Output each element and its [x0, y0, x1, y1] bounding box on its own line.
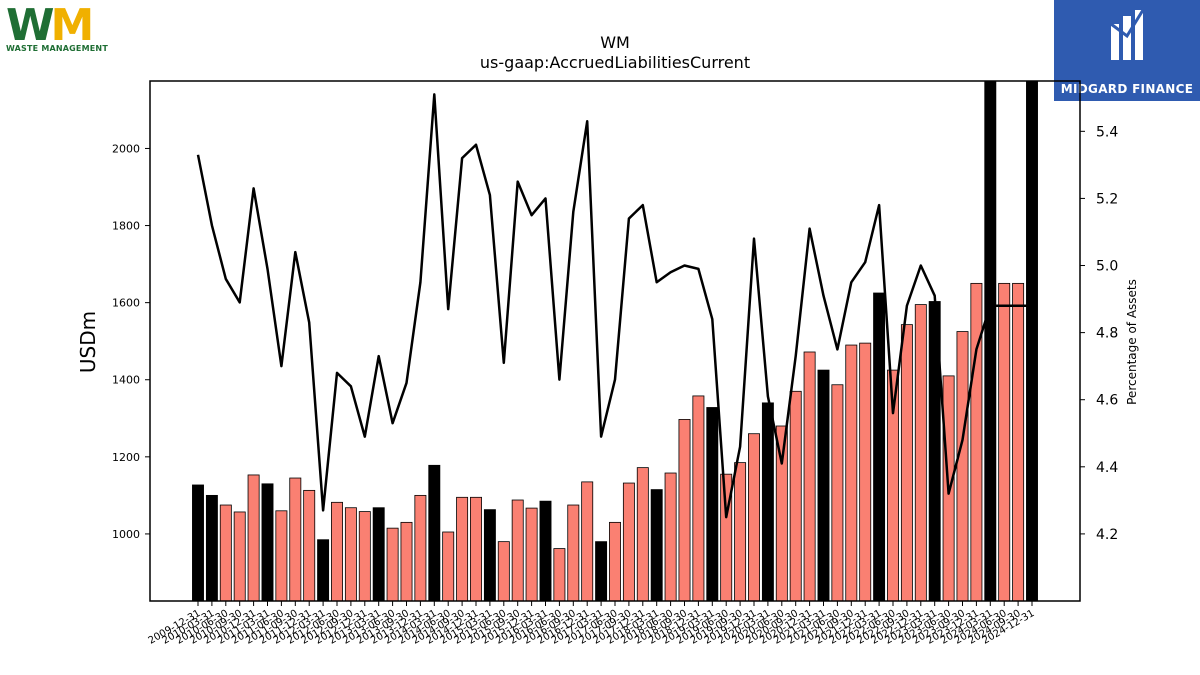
bar-2015-12-31 [525, 507, 538, 602]
y-tick-label-1200: 1200 [112, 451, 140, 464]
y-tick-label-1400: 1400 [112, 374, 140, 387]
bar-2022-09-30 [900, 324, 913, 602]
y-tick-label-1600: 1600 [112, 297, 140, 310]
bar-2010-09-30 [233, 511, 246, 602]
bar-2022-12-31 [914, 304, 927, 602]
bar-2009-12-31 [192, 484, 204, 602]
midgard-logo-text: MIDGARD FINANCE [1060, 82, 1194, 96]
x-axis: 2009-12-312010-03-312010-06-302010-09-30… [147, 601, 1037, 647]
bar-2016-06-30 [553, 548, 566, 602]
y-tick-label-1000: 1000 [112, 528, 140, 541]
bar-2016-03-31 [539, 500, 552, 602]
bar-2017-12-31 [636, 467, 649, 602]
bar-2021-12-31 [859, 342, 872, 602]
y2-axis-label: Percentage of Assets [1125, 279, 1139, 405]
bar-2014-12-31 [470, 496, 482, 602]
bar-2017-03-31 [595, 541, 608, 602]
y2-tick-label-4.2: 4.2 [1096, 527, 1118, 543]
bar-2021-06-30 [831, 384, 844, 602]
y2-tick-label-5: 5.0 [1096, 259, 1118, 275]
y2-tick-label-5.4: 5.4 [1096, 124, 1118, 140]
bar-2017-06-30 [609, 521, 621, 602]
y2-tick-label-4.8: 4.8 [1096, 326, 1118, 342]
bar-2018-03-31 [650, 489, 663, 602]
bar-2013-12-31 [414, 494, 427, 602]
bar-2019-03-31 [706, 407, 719, 602]
bar-2012-09-30 [344, 507, 357, 602]
wm-logo-letters: WM [6, 0, 94, 51]
bar-2010-06-30 [219, 504, 232, 602]
bar-2014-03-31 [428, 464, 441, 602]
y2-tick-label-4.4: 4.4 [1096, 460, 1118, 476]
bar-2017-09-30 [622, 482, 635, 602]
bar-2013-03-31 [372, 507, 385, 602]
bar-2015-03-31 [483, 509, 496, 602]
midgard-finance-logo: MIDGARD FINANCE [1054, 0, 1200, 101]
bar-2018-06-30 [664, 472, 677, 602]
y-tick-label-2000: 2000 [112, 142, 140, 155]
bar-2010-12-31 [247, 474, 260, 602]
bar-series [192, 80, 1038, 602]
bar-2013-06-30 [386, 527, 399, 602]
bar-2016-09-30 [567, 504, 580, 602]
bar-2023-09-30 [956, 331, 969, 602]
bar-2013-09-30 [400, 521, 413, 602]
bar-2012-12-31 [358, 511, 371, 602]
bar-2015-09-30 [511, 499, 524, 602]
waste-management-logo: WM WASTE MANAGEMENT [6, 0, 136, 54]
bar-2020-12-31 [803, 351, 816, 602]
chart-subtitle: us-gaap:AccruedLiabilitiesCurrent [480, 53, 750, 72]
bar-2019-09-30 [734, 462, 747, 602]
bar-2016-12-31 [581, 481, 594, 602]
bar-2014-09-30 [456, 496, 469, 602]
bar-2014-06-30 [442, 531, 455, 602]
bar-2024-12-31 [1026, 80, 1038, 602]
y-axis: 1000 1200 1400 1600 1800 2000 [112, 142, 150, 541]
bar-2011-09-30 [289, 477, 302, 602]
bar-2011-03-31 [261, 483, 274, 602]
bar-2020-06-30 [775, 425, 788, 602]
bar-2018-09-30 [678, 419, 691, 602]
bar-2015-06-30 [497, 541, 510, 602]
bar-2023-12-31 [970, 282, 983, 602]
percentage-line [196, 93, 1032, 519]
bar-2021-09-30 [845, 344, 858, 602]
y2-tick-label-4.6: 4.6 [1096, 393, 1118, 409]
bar-2024-09-30 [1012, 282, 1025, 602]
bar-2019-12-31 [748, 433, 760, 602]
bar-2018-12-31 [692, 395, 705, 602]
chart-title: WM [600, 33, 630, 52]
y-axis-label: USDm [76, 311, 100, 373]
line-series [196, 93, 1032, 519]
wm-logo-text: WASTE MANAGEMENT [6, 44, 108, 53]
bar-2022-03-31 [873, 292, 886, 602]
bar-2020-03-31 [761, 402, 774, 602]
bar-2021-03-31 [817, 369, 830, 602]
bar-2020-09-30 [789, 390, 802, 602]
bar-2011-06-30 [275, 510, 288, 602]
bar-2012-06-30 [331, 501, 343, 602]
bar-2011-12-31 [303, 489, 316, 602]
bar-2024-03-31 [984, 80, 997, 602]
y-tick-label-1800: 1800 [112, 220, 140, 233]
bar-2012-03-31 [317, 539, 330, 602]
midgard-mark-icon [1054, 6, 1200, 82]
bar-2024-06-30 [998, 282, 1011, 602]
y2-tick-label-5.2: 5.2 [1096, 191, 1118, 207]
bar-2010-03-31 [205, 494, 218, 602]
y2-axis: 4.2 4.4 4.6 4.8 5.0 5.2 5.4 [1080, 124, 1118, 543]
